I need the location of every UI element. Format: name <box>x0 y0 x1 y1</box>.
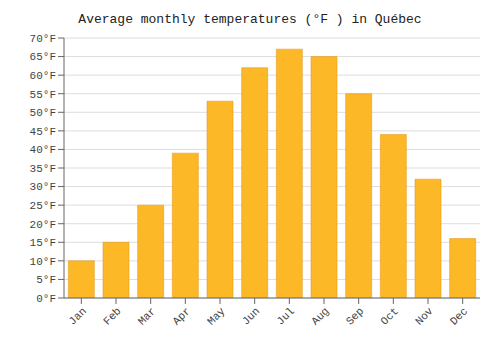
svg-text:50°F: 50°F <box>30 107 56 119</box>
svg-text:0°F: 0°F <box>36 293 56 305</box>
svg-text:Aug: Aug <box>309 305 331 327</box>
svg-text:5°F: 5°F <box>36 274 56 286</box>
svg-text:55°F: 55°F <box>30 89 56 101</box>
svg-text:Sep: Sep <box>344 305 366 327</box>
svg-text:25°F: 25°F <box>30 200 56 212</box>
svg-text:Jul: Jul <box>274 305 296 327</box>
svg-text:Mar: Mar <box>136 305 158 327</box>
svg-text:65°F: 65°F <box>30 51 56 63</box>
svg-text:40°F: 40°F <box>30 144 56 156</box>
svg-text:Oct: Oct <box>378 305 400 327</box>
svg-text:Feb: Feb <box>101 305 123 327</box>
svg-text:Nov: Nov <box>413 305 436 328</box>
svg-text:Apr: Apr <box>170 305 192 327</box>
svg-text:Dec: Dec <box>448 305 470 327</box>
svg-text:70°F: 70°F <box>30 33 56 45</box>
svg-text:15°F: 15°F <box>30 237 56 249</box>
svg-text:45°F: 45°F <box>30 126 56 138</box>
svg-text:Jan: Jan <box>66 305 88 327</box>
svg-text:35°F: 35°F <box>30 163 56 175</box>
svg-text:May: May <box>205 305 228 328</box>
html-text:Average monthly temperatures (: Average monthly temperatures (°F ) in Qu… <box>78 12 422 27</box>
svg-text:10°F: 10°F <box>30 256 56 268</box>
svg-text:Jun: Jun <box>240 305 262 327</box>
svg-text:20°F: 20°F <box>30 219 56 231</box>
svg-text:60°F: 60°F <box>30 70 56 82</box>
svg-text:30°F: 30°F <box>30 181 56 193</box>
